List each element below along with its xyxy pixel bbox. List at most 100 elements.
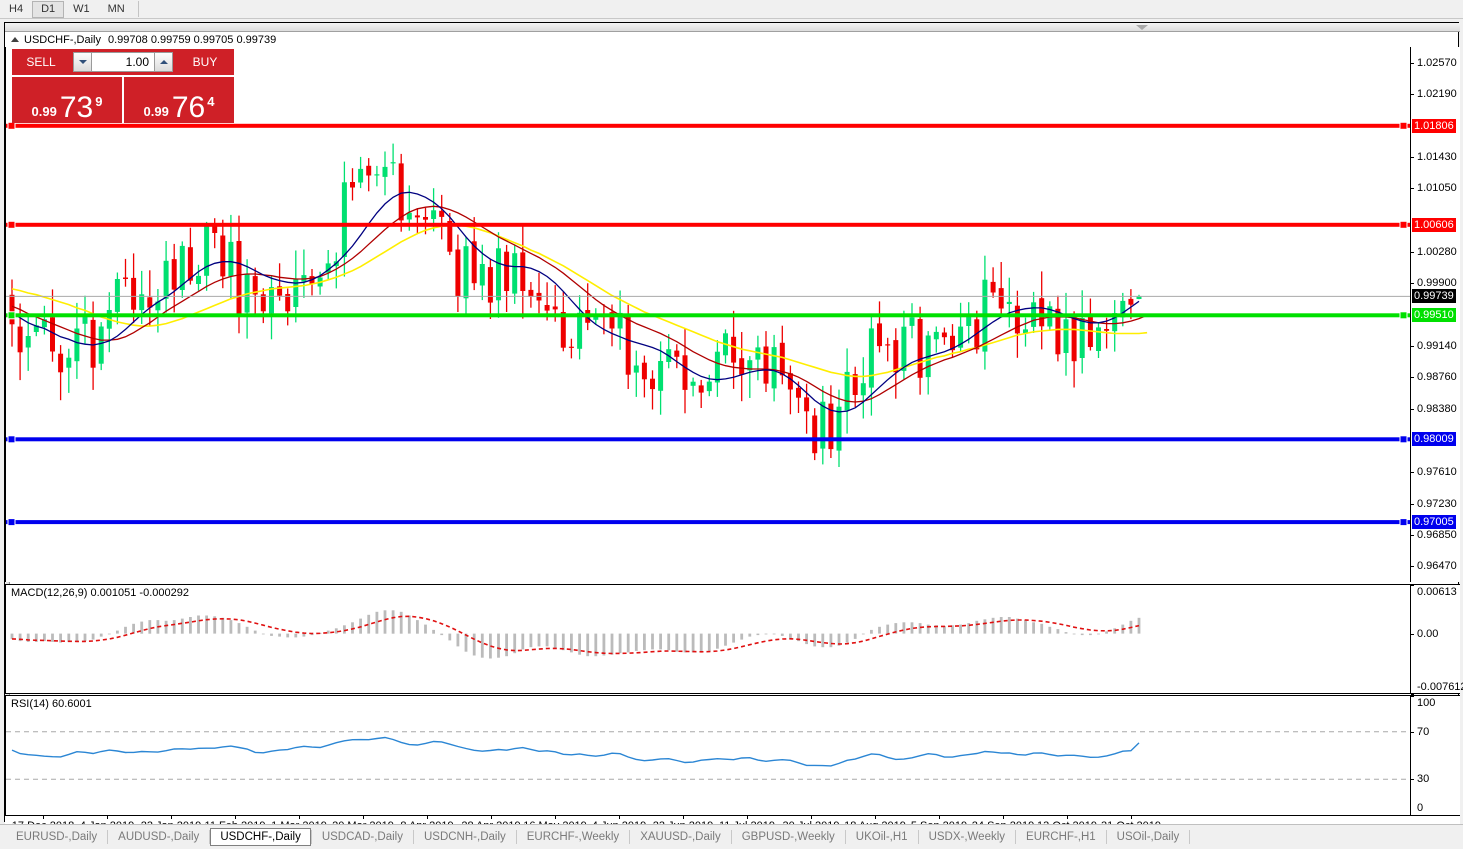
- price-tick-label: 1.02570: [1417, 56, 1457, 69]
- chart-tab-usdchfdaily[interactable]: USDCHF-,Daily: [210, 828, 311, 846]
- macd-pane: MACD(12,26,9) 0.001051 -0.000292 0.00613…: [5, 584, 1463, 695]
- one-click-trading-panel: SELL 1.00 BUY 0.99 73 9 0.99 76 4: [12, 49, 234, 123]
- price-tick-label: 1.01050: [1417, 182, 1457, 195]
- oct-header-row: SELL 1.00 BUY: [12, 49, 234, 75]
- macd-axis[interactable]: 0.00613 0.00 -0.007612: [1410, 585, 1463, 695]
- price-tick-label: 0.97230: [1417, 497, 1457, 510]
- level-price-label[interactable]: 0.99510: [1412, 308, 1456, 323]
- sell-price-prefix: 0.99: [31, 104, 57, 119]
- rsi-line: [11, 736, 1140, 767]
- collapse-triangle-icon[interactable]: [11, 37, 19, 42]
- rsi-chart-svg: [6, 731, 1410, 780]
- level-line-1.00606: [6, 222, 1410, 227]
- level-price-label[interactable]: 1.00606: [1412, 217, 1456, 232]
- level-line-0.97005: [6, 520, 1410, 525]
- level-price-label[interactable]: 0.97005: [1412, 515, 1456, 530]
- pane-left-border: [5, 696, 6, 815]
- chart-window: USDCHF-,Daily 0.99708 0.99759 0.99705 0.…: [4, 22, 1463, 839]
- chart-tab-gbpusdweekly[interactable]: GBPUSD-,Weekly: [741, 831, 835, 843]
- chart-tab-eurchfh1[interactable]: EURCHF-,H1: [1026, 831, 1096, 843]
- tab-divider: [1105, 830, 1107, 844]
- chart-tab-eurusddaily[interactable]: EURUSD-,Daily: [16, 831, 98, 843]
- level-line-0.98009: [6, 437, 1410, 442]
- current-price-label: 0.99739: [1412, 289, 1456, 304]
- ma-slow-line: [11, 224, 1148, 378]
- price-plot-area[interactable]: [6, 47, 1410, 582]
- chart-tab-audusddaily[interactable]: AUDUSD-,Daily: [118, 831, 200, 843]
- tab-divider: [730, 830, 732, 844]
- volume-input[interactable]: 1.00: [92, 52, 154, 72]
- macd-signal-line: [11, 615, 1140, 655]
- price-tick-label: 1.00280: [1417, 245, 1457, 258]
- rsi-tick-label: 30: [1417, 773, 1430, 786]
- symbol-name: USDCHF-,Daily: [24, 33, 101, 46]
- scroll-marker-icon: [1136, 25, 1148, 30]
- rsi-tick-label: 100: [1417, 697, 1436, 709]
- macd-tick-label: 0.00: [1417, 627, 1439, 640]
- price-tick-label: 0.96470: [1417, 560, 1457, 573]
- timeframe-toolbar: H4 D1 W1 MN: [0, 0, 1463, 19]
- rsi-axis[interactable]: 100 70 30 0: [1410, 696, 1460, 816]
- tab-divider: [310, 830, 312, 844]
- sell-price-display[interactable]: 0.99 73 9: [12, 77, 122, 123]
- buy-button[interactable]: BUY: [176, 49, 234, 75]
- chart-tab-bar: EURUSD-,Daily AUDUSD-,Daily USDCHF-,Daily U…: [0, 824, 1463, 849]
- level-lines[interactable]: [6, 121, 1410, 527]
- level-price-label[interactable]: 1.01806: [1412, 118, 1456, 133]
- tab-divider: [1189, 830, 1191, 844]
- chart-tab-usdxweekly[interactable]: USDX-,Weekly: [928, 831, 1006, 843]
- tab-divider: [629, 830, 631, 844]
- timeframe-h4[interactable]: H4: [9, 2, 24, 15]
- macd-title: MACD(12,26,9) 0.001051 -0.000292: [11, 587, 189, 599]
- chart-symbol-header: USDCHF-,Daily 0.99708 0.99759 0.99705 0.…: [5, 32, 1405, 47]
- pane-left-border: [5, 585, 6, 693]
- volume-decrease-button[interactable]: [73, 52, 92, 72]
- rsi-plot-area[interactable]: [6, 696, 1410, 815]
- chart-tab-usdcaddaily[interactable]: USDCAD-,Daily: [321, 831, 403, 843]
- chart-tab-ukoilh1[interactable]: UKOil-,H1: [855, 831, 908, 843]
- macd-plot-area[interactable]: [6, 585, 1410, 693]
- symbol-ohlc: 0.99708 0.99759 0.99705 0.99739: [108, 33, 277, 46]
- ma-medium-line: [11, 205, 1148, 403]
- chart-tab-xauusddaily[interactable]: XAUUSD-,Daily: [640, 831, 721, 843]
- tab-divider: [844, 830, 846, 844]
- price-tick-label: 0.99900: [1417, 277, 1457, 290]
- chart-tab-usdcnhdaily[interactable]: USDCNH-,Daily: [423, 831, 506, 843]
- price-tick-label: 1.01430: [1417, 150, 1457, 163]
- tab-divider: [412, 830, 414, 844]
- price-pane: 1.02570 1.02190 1.01430 1.01050 1.00280 0.999…: [5, 47, 1460, 582]
- price-tick-label: 0.98380: [1417, 402, 1457, 415]
- rsi-pane: RSI(14) 60.6001 100 70 30 0: [5, 695, 1460, 816]
- sell-price-fraction: 9: [95, 94, 103, 109]
- macd-histogram: [10, 610, 1141, 659]
- buy-price-prefix: 0.99: [143, 104, 169, 119]
- tab-divider: [209, 830, 211, 844]
- volume-stepper: 1.00: [70, 49, 176, 75]
- tab-divider: [1015, 830, 1017, 844]
- timeframe-mn[interactable]: MN: [107, 2, 125, 15]
- sell-button[interactable]: SELL: [12, 49, 70, 75]
- horizontal-scrollbar[interactable]: [5, 23, 1460, 32]
- chevron-up-icon: [159, 60, 168, 64]
- pane-left-border: [5, 47, 6, 582]
- macd-tick-label: 0.00613: [1417, 586, 1457, 598]
- price-tick-label: 0.96850: [1417, 528, 1457, 541]
- volume-increase-button[interactable]: [154, 52, 173, 72]
- chart-tab-eurchfweekly[interactable]: EURCHF-,Weekly: [526, 831, 620, 843]
- rsi-tick-label: 70: [1417, 725, 1430, 738]
- price-axis[interactable]: 1.02570 1.02190 1.01430 1.01050 1.00280 0.999…: [1410, 47, 1460, 582]
- timeframe-d1[interactable]: D1: [32, 0, 65, 18]
- timeframe-w1[interactable]: W1: [73, 2, 90, 15]
- chart-tab-usoildaily[interactable]: USOil-,Daily: [1116, 831, 1180, 843]
- price-chart-svg: [6, 121, 1410, 527]
- rsi-title: RSI(14) 60.6001: [11, 698, 92, 710]
- level-price-label[interactable]: 0.98009: [1412, 432, 1456, 447]
- tab-divider: [515, 830, 517, 844]
- oct-price-row: 0.99 73 9 0.99 76 4: [12, 77, 234, 123]
- rsi-tick-label: 0: [1417, 802, 1424, 814]
- level-line-0.99510: [6, 313, 1410, 318]
- buy-price-display[interactable]: 0.99 76 4: [124, 77, 234, 123]
- price-tick-label: 0.99140: [1417, 339, 1457, 352]
- level-line-1.01806: [6, 123, 1410, 128]
